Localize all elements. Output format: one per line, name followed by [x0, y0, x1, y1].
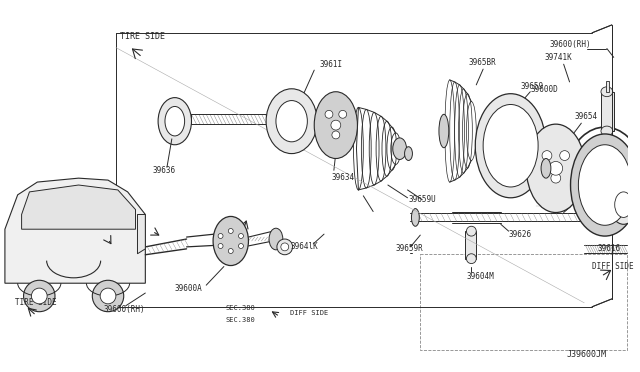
Text: TIRE SIDE: TIRE SIDE: [15, 298, 56, 307]
Text: 39600(RH): 39600(RH): [103, 305, 145, 314]
Text: 39600(RH): 39600(RH): [550, 40, 591, 49]
Circle shape: [332, 131, 340, 139]
Text: 39634: 39634: [332, 173, 355, 182]
Ellipse shape: [467, 254, 476, 264]
Circle shape: [325, 110, 333, 118]
Circle shape: [228, 248, 233, 253]
Circle shape: [549, 161, 563, 175]
Text: 39626: 39626: [509, 230, 532, 238]
Text: 39616: 39616: [597, 244, 620, 253]
Ellipse shape: [393, 138, 406, 160]
Text: DIFF SIDE: DIFF SIDE: [290, 310, 328, 316]
Ellipse shape: [314, 92, 357, 158]
Ellipse shape: [319, 111, 329, 127]
Bar: [601, 92, 614, 131]
Text: 39654: 39654: [575, 112, 598, 121]
Text: 3964lK: 3964lK: [291, 243, 319, 251]
Ellipse shape: [158, 97, 191, 145]
Text: 3961I: 3961I: [319, 60, 342, 69]
Ellipse shape: [601, 87, 612, 97]
Ellipse shape: [614, 192, 632, 217]
Bar: [606, 81, 609, 92]
Ellipse shape: [579, 145, 632, 225]
Circle shape: [92, 280, 124, 312]
Circle shape: [542, 151, 552, 160]
Text: TIRE SIDE: TIRE SIDE: [120, 32, 165, 41]
Text: 39600D: 39600D: [531, 85, 558, 94]
Ellipse shape: [165, 106, 184, 136]
Ellipse shape: [601, 126, 612, 136]
Text: 39659R: 39659R: [396, 244, 424, 253]
Circle shape: [239, 244, 243, 248]
Circle shape: [24, 280, 55, 312]
Text: 39741K: 39741K: [545, 53, 573, 62]
Ellipse shape: [439, 114, 449, 148]
Circle shape: [100, 288, 116, 304]
Polygon shape: [5, 178, 145, 283]
Text: J39600JM: J39600JM: [567, 350, 607, 359]
Ellipse shape: [570, 134, 639, 236]
Text: SEC.380: SEC.380: [226, 305, 255, 311]
Ellipse shape: [269, 228, 283, 250]
Text: 39659U: 39659U: [408, 195, 436, 204]
Polygon shape: [138, 215, 145, 254]
Ellipse shape: [610, 185, 637, 224]
Text: SEC.380: SEC.380: [226, 317, 255, 323]
Ellipse shape: [526, 124, 585, 212]
Text: 39636: 39636: [152, 166, 175, 175]
Circle shape: [339, 110, 347, 118]
Text: DIFF SIDE: DIFF SIDE: [592, 262, 634, 271]
Text: 39604M: 39604M: [467, 272, 494, 281]
Circle shape: [228, 228, 233, 233]
Ellipse shape: [476, 94, 546, 198]
Polygon shape: [22, 185, 136, 229]
Circle shape: [551, 173, 561, 183]
Circle shape: [331, 120, 340, 130]
Circle shape: [239, 234, 243, 238]
Circle shape: [31, 288, 47, 304]
Ellipse shape: [541, 158, 551, 178]
Circle shape: [281, 243, 289, 251]
Circle shape: [218, 244, 223, 248]
Ellipse shape: [266, 89, 317, 154]
Circle shape: [277, 239, 292, 255]
Text: 39600A: 39600A: [175, 283, 202, 293]
Bar: [465, 231, 476, 259]
Text: 3965BR: 3965BR: [468, 58, 496, 67]
Ellipse shape: [404, 147, 412, 160]
Bar: [420, 254, 627, 350]
Ellipse shape: [276, 100, 307, 142]
Ellipse shape: [483, 105, 538, 187]
Ellipse shape: [213, 217, 248, 266]
Text: 39659: 39659: [520, 82, 543, 91]
Circle shape: [218, 234, 223, 238]
Circle shape: [560, 151, 570, 160]
Ellipse shape: [412, 209, 419, 226]
Ellipse shape: [467, 226, 476, 236]
